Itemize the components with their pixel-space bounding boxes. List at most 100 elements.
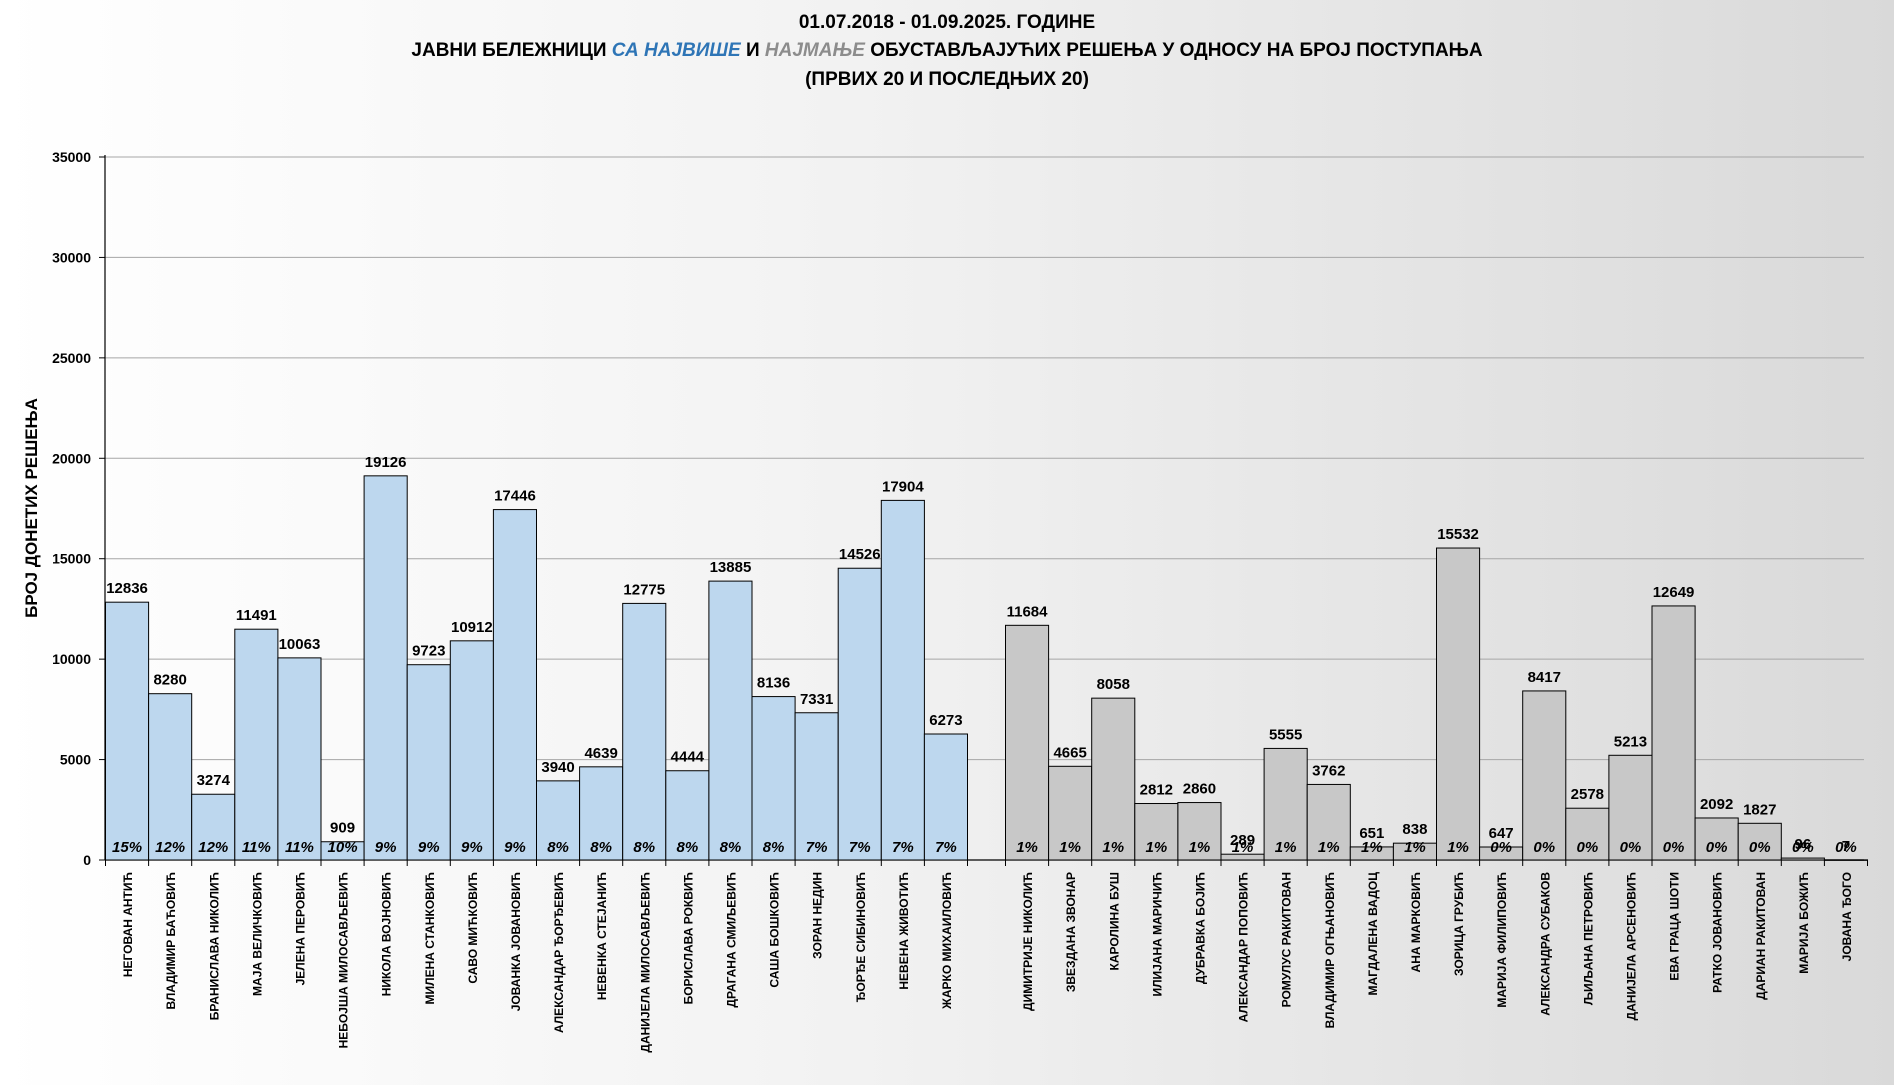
bar-percent-label: 9% [461, 839, 483, 856]
x-category-label: НИКОЛА ВОЈНОВИЋ [380, 872, 394, 996]
chart-title-part: ОБУСТАВЉАЈУЋИХ РЕШЕЊА У ОДНОСУ НА БРОЈ П… [864, 40, 1483, 61]
bar-value-label: 10912 [451, 619, 493, 636]
x-category-label: НЕГОВАН АНТИЋ [121, 872, 135, 977]
bar [406, 664, 451, 861]
bars [105, 475, 1869, 861]
bar [1091, 697, 1136, 861]
bar [1522, 690, 1567, 861]
x-category-label: АЛЕКСАНДАР ПОПОВИЋ [1237, 872, 1251, 1022]
bar-percent-label: 7% [849, 839, 871, 856]
bar-percent-label: 0% [1663, 839, 1685, 856]
x-category-label: АНА МАРКОВИЋ [1409, 872, 1423, 972]
bar [449, 640, 494, 861]
bar [1005, 624, 1050, 861]
bar-value-label: 5213 [1614, 733, 1647, 750]
chart-title-line-3: (ПРВИХ 20 И ПОСЛЕДЊИХ 20) [805, 69, 1089, 90]
x-category-label: МАГДАЛЕНА ВАДОЦ [1366, 872, 1380, 996]
bar-value-label: 4444 [671, 749, 705, 766]
chart-title-part: ЈАВНИ БЕЛЕЖНИЦИ [411, 40, 612, 61]
bar-value-label: 8417 [1528, 669, 1561, 686]
bar-percent-label: 8% [720, 839, 742, 856]
x-category-label: ВЛАДИМИР ОГЊАНОВИЋ [1323, 872, 1337, 1028]
bar [880, 499, 925, 861]
bar-percent-label: 0% [1533, 839, 1555, 856]
bar-percent-label: 1% [1275, 839, 1297, 856]
bar-percent-label: 11% [242, 839, 271, 856]
bar-value-label: 8280 [153, 672, 186, 689]
bar-percent-label: 8% [547, 839, 569, 856]
x-category-label: РОМУЛУС РАКИТОВАН [1280, 872, 1294, 1007]
bar-percent-label: 9% [418, 839, 440, 856]
x-category-label: РАТКО ЈОВАНОВИЋ [1711, 872, 1725, 993]
x-category-label: ДРАГАНА СМИЉЕВИЋ [724, 872, 738, 1008]
bar-percent-label: 1% [1059, 839, 1081, 856]
y-tick-label: 35000 [52, 149, 91, 165]
bar [277, 657, 322, 861]
bar-percent-label: 8% [677, 839, 699, 856]
bar-percent-label: 7% [892, 839, 914, 856]
bar [665, 770, 710, 861]
bar [622, 602, 667, 861]
bar-percent-label: 0% [1749, 839, 1771, 856]
bar-value-label: 909 [330, 820, 355, 837]
x-category-label: БРАНИСЛАВА НИКОЛИЋ [207, 872, 221, 1020]
x-category-label: ЗВЕЗДАНА ЗВОНАР [1064, 872, 1078, 992]
x-category-label: АЛЕКСАНДРА СУБАКОВ [1538, 872, 1552, 1016]
bar-percent-label: 1% [1102, 839, 1124, 856]
x-category-label: МАРИЈА БОЖИЋ [1797, 872, 1811, 974]
bar [751, 696, 796, 861]
bar-percent-label: 10% [328, 839, 358, 856]
y-tick-label: 25000 [52, 350, 91, 366]
bar [794, 712, 839, 861]
bar [363, 475, 408, 861]
bar-percent-label: 0% [1792, 839, 1814, 856]
bar [1565, 807, 1610, 861]
bar [1436, 547, 1481, 861]
chart-title-line-1: 01.07.2018 - 01.09.2025. ГОДИНЕ [798, 12, 1096, 33]
bar-percent-label: 1% [1361, 839, 1383, 856]
bar-percent-label: 8% [590, 839, 612, 856]
bar [492, 509, 537, 861]
bar-value-label: 7 [1842, 838, 1850, 855]
bar-value-label: 1827 [1743, 801, 1776, 818]
bar-percent-label: 1% [1404, 839, 1426, 856]
bar [1306, 783, 1351, 861]
bar-value-label: 289 [1230, 832, 1255, 849]
bar-percent-label: 0% [1706, 839, 1728, 856]
bar-value-label: 651 [1359, 825, 1384, 842]
bar-value-label: 12836 [106, 580, 148, 597]
bar-percent-label: 1% [1016, 839, 1038, 856]
bar-value-label: 14526 [839, 546, 881, 563]
x-category-label: ЈЕЛЕНА ПЕРОВИЋ [293, 872, 307, 985]
bar-percent-label: 7% [935, 839, 957, 856]
bar-value-label: 2812 [1140, 782, 1173, 799]
bar [579, 766, 624, 861]
bar [105, 601, 150, 861]
bar [191, 793, 236, 861]
bar-percent-label: 0% [1835, 839, 1857, 856]
bar-value-label: 2860 [1183, 781, 1216, 798]
chart-title-part: НАЈМАЊЕ [764, 40, 865, 61]
bar-value-label: 13885 [710, 559, 752, 576]
bar-percent-label: 15% [112, 839, 142, 856]
bar-value-label: 2092 [1700, 796, 1733, 813]
x-category-label: ЕВА ГРАЦА ШОТИ [1668, 872, 1682, 981]
bar-percent-label: 9% [504, 839, 526, 856]
bar-value-label: 838 [1402, 821, 1427, 838]
x-category-label: ДАНИЈЕЛА АРСЕНОВИЋ [1624, 872, 1638, 1020]
bar [1263, 747, 1308, 861]
bar-percent-label: 0% [1490, 839, 1512, 856]
bar-percent-label: 1% [1447, 839, 1469, 856]
x-category-label: ИЛИЈАНА МАРИЧИЋ [1150, 872, 1164, 997]
x-category-label: ДИМИТРИЈЕ НИКОЛИЋ [1021, 872, 1035, 1011]
bar [1780, 857, 1825, 861]
bar-percent-label: 0% [1620, 839, 1642, 856]
x-category-label: ЖАРКО МИХАИЛОВИЋ [940, 872, 954, 1010]
x-category-label: ДАНИЈЕЛА МИЛОСАВЉЕВИЋ [638, 872, 652, 1053]
bar-value-label: 3940 [541, 759, 574, 776]
bar-value-label: 5555 [1269, 726, 1302, 743]
x-category-label: МАРИЈА ФИЛИПОВИЋ [1495, 872, 1509, 1008]
bar [1737, 822, 1782, 861]
x-category-label: САША БОШКОВИЋ [768, 872, 782, 988]
